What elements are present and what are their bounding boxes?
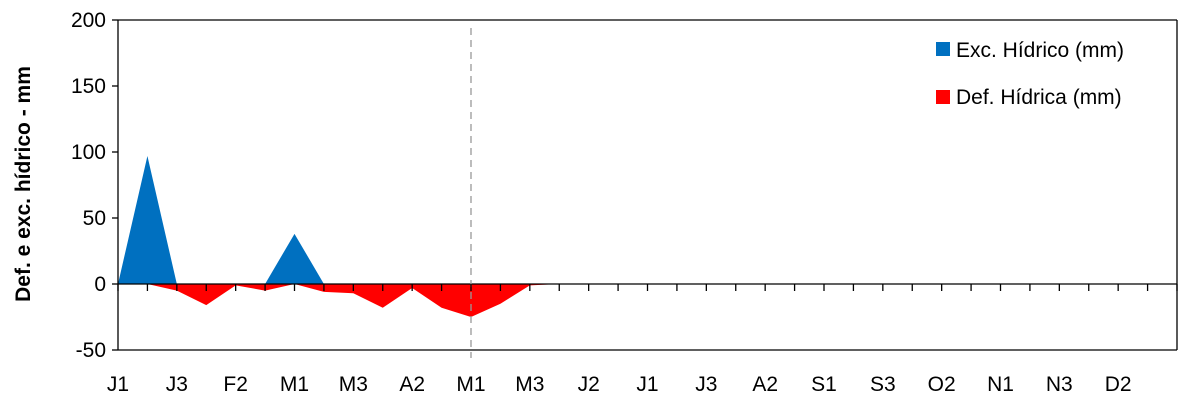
- legend-swatch-def: [936, 90, 950, 104]
- x-tick-label: J1: [636, 373, 658, 396]
- series-area-exc-hidrico: [118, 155, 324, 284]
- x-tick-label: S1: [811, 373, 837, 396]
- y-tick-label: 150: [71, 75, 106, 98]
- y-tick-label: 0: [94, 273, 106, 296]
- legend-label-exc: Exc. Hídrico (mm): [956, 39, 1124, 62]
- y-axis-label: Def. e exc. hídrico - mm: [12, 66, 35, 302]
- x-tick-label: S3: [870, 373, 896, 396]
- legend-swatch-exc: [936, 42, 950, 56]
- series-area-def-hidrica: [118, 284, 560, 317]
- x-tick-label: M3: [339, 373, 368, 396]
- x-tick-label: O2: [928, 373, 956, 396]
- axes-layer: [112, 19, 1178, 358]
- y-tick-label: 50: [83, 207, 106, 230]
- legend: Exc. Hídrico (mm) Def. Hídrica (mm): [936, 39, 1124, 109]
- y-tick-label: 100: [71, 141, 106, 164]
- x-tick-label: D2: [1105, 373, 1132, 396]
- x-tick-label: J1: [107, 373, 129, 396]
- series-layer: [118, 155, 560, 317]
- x-tick-label: J2: [578, 373, 600, 396]
- x-tick-label: J3: [166, 373, 188, 396]
- legend-label-def: Def. Hídrica (mm): [956, 86, 1122, 109]
- x-tick-label: J3: [695, 373, 717, 396]
- x-tick-label: A2: [399, 373, 425, 396]
- y-tick-label: 200: [71, 9, 106, 32]
- x-tick-label: F2: [223, 373, 248, 396]
- x-tick-label: M1: [456, 373, 485, 396]
- x-tick-label: N3: [1046, 373, 1073, 396]
- x-tick-label: M1: [280, 373, 309, 396]
- x-tick-label: N1: [987, 373, 1014, 396]
- x-tick-label: A2: [752, 373, 778, 396]
- y-tick-label: -50: [76, 339, 106, 362]
- x-tick-label: M3: [515, 373, 544, 396]
